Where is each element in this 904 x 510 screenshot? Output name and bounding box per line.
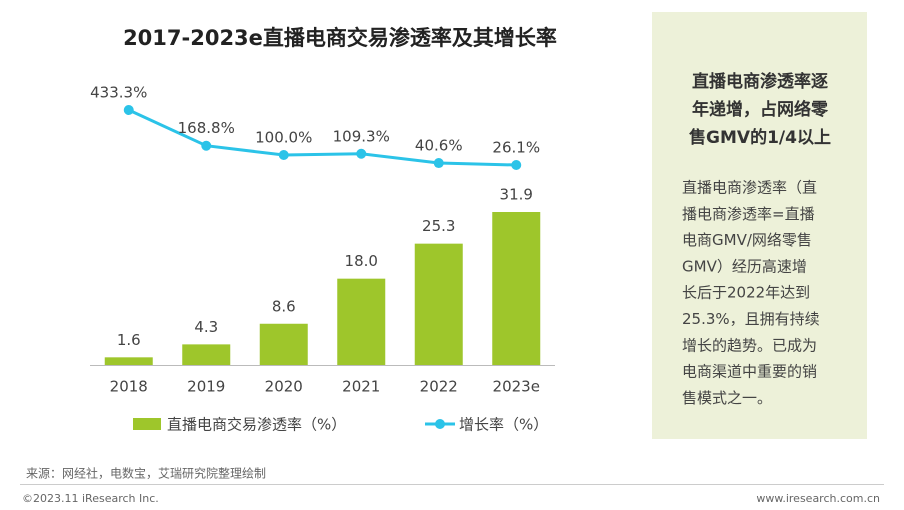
website: www.iresearch.com.cn (756, 492, 880, 505)
bar-value-label: 8.6 (272, 297, 296, 315)
legend-swatch (133, 418, 161, 430)
side-panel (652, 12, 867, 439)
panel-body: 售模式之一。 (682, 389, 772, 407)
x-tick-label: 2019 (187, 378, 225, 396)
line-value-label: 40.6% (415, 137, 463, 155)
bar-value-label: 18.0 (345, 252, 378, 270)
bar (337, 278, 386, 365)
x-tick-label: 2020 (265, 378, 303, 396)
panel-body: 直播电商渗透率（直 (682, 179, 817, 197)
legend-label: 增长率（%） (459, 416, 548, 434)
growth-line (128, 108, 517, 167)
legend-swatch-dot (435, 419, 445, 429)
line-value-label: 433.3% (90, 84, 147, 102)
panel-heading: 直播电商渗透率逐 (692, 71, 828, 92)
line-value-label: 109.3% (333, 127, 390, 145)
panel-body: 长后于2022年达到 (682, 284, 810, 302)
line-value-label: 168.8% (178, 119, 235, 137)
panel-heading: 年递增，占网络零 (692, 99, 829, 120)
panel-body: 电商渠道中重要的销 (682, 363, 817, 381)
chart-title: 2017-2023e直播电商交易渗透率及其增长率 (123, 26, 557, 50)
bar-value-label: 4.3 (194, 318, 218, 336)
bar (104, 357, 153, 365)
source-note: 来源：网经社，电数宝，艾瑞研究院整理绘制 (26, 466, 266, 481)
line-point (123, 105, 134, 115)
legend-label: 直播电商交易渗透率（%） (167, 416, 346, 434)
bar (182, 344, 231, 365)
line-point (433, 158, 444, 169)
bar (259, 323, 308, 365)
line-point (511, 160, 522, 170)
x-tick-label: 2021 (342, 378, 380, 396)
bar-value-label: 25.3 (422, 217, 455, 235)
bar (492, 212, 541, 365)
panel-body: 电商GMV/网络零售 (682, 231, 812, 249)
panel-body: 增长的趋势。已成为 (682, 336, 817, 354)
panel-body: 25.3%，且拥有持续 (682, 310, 820, 328)
line-value-label: 26.1% (492, 139, 540, 157)
panel-body: GMV）经历高速增 (682, 257, 807, 275)
line-point (356, 148, 367, 159)
panel-body: 播电商渗透率=直播 (682, 205, 815, 223)
x-tick-label: 2022 (420, 378, 458, 396)
x-tick-label: 2018 (110, 378, 148, 396)
bar-value-label: 1.6 (117, 331, 141, 349)
panel-heading: 售GMV的1/4以上 (689, 127, 831, 148)
copyright: ©2023.11 iResearch Inc. (22, 492, 159, 505)
bar-value-label: 31.9 (500, 186, 533, 204)
line-point (278, 150, 289, 161)
bar (414, 243, 463, 365)
line-point (201, 140, 212, 151)
x-tick-label: 2023e (493, 378, 540, 396)
line-value-label: 100.0% (255, 129, 312, 147)
